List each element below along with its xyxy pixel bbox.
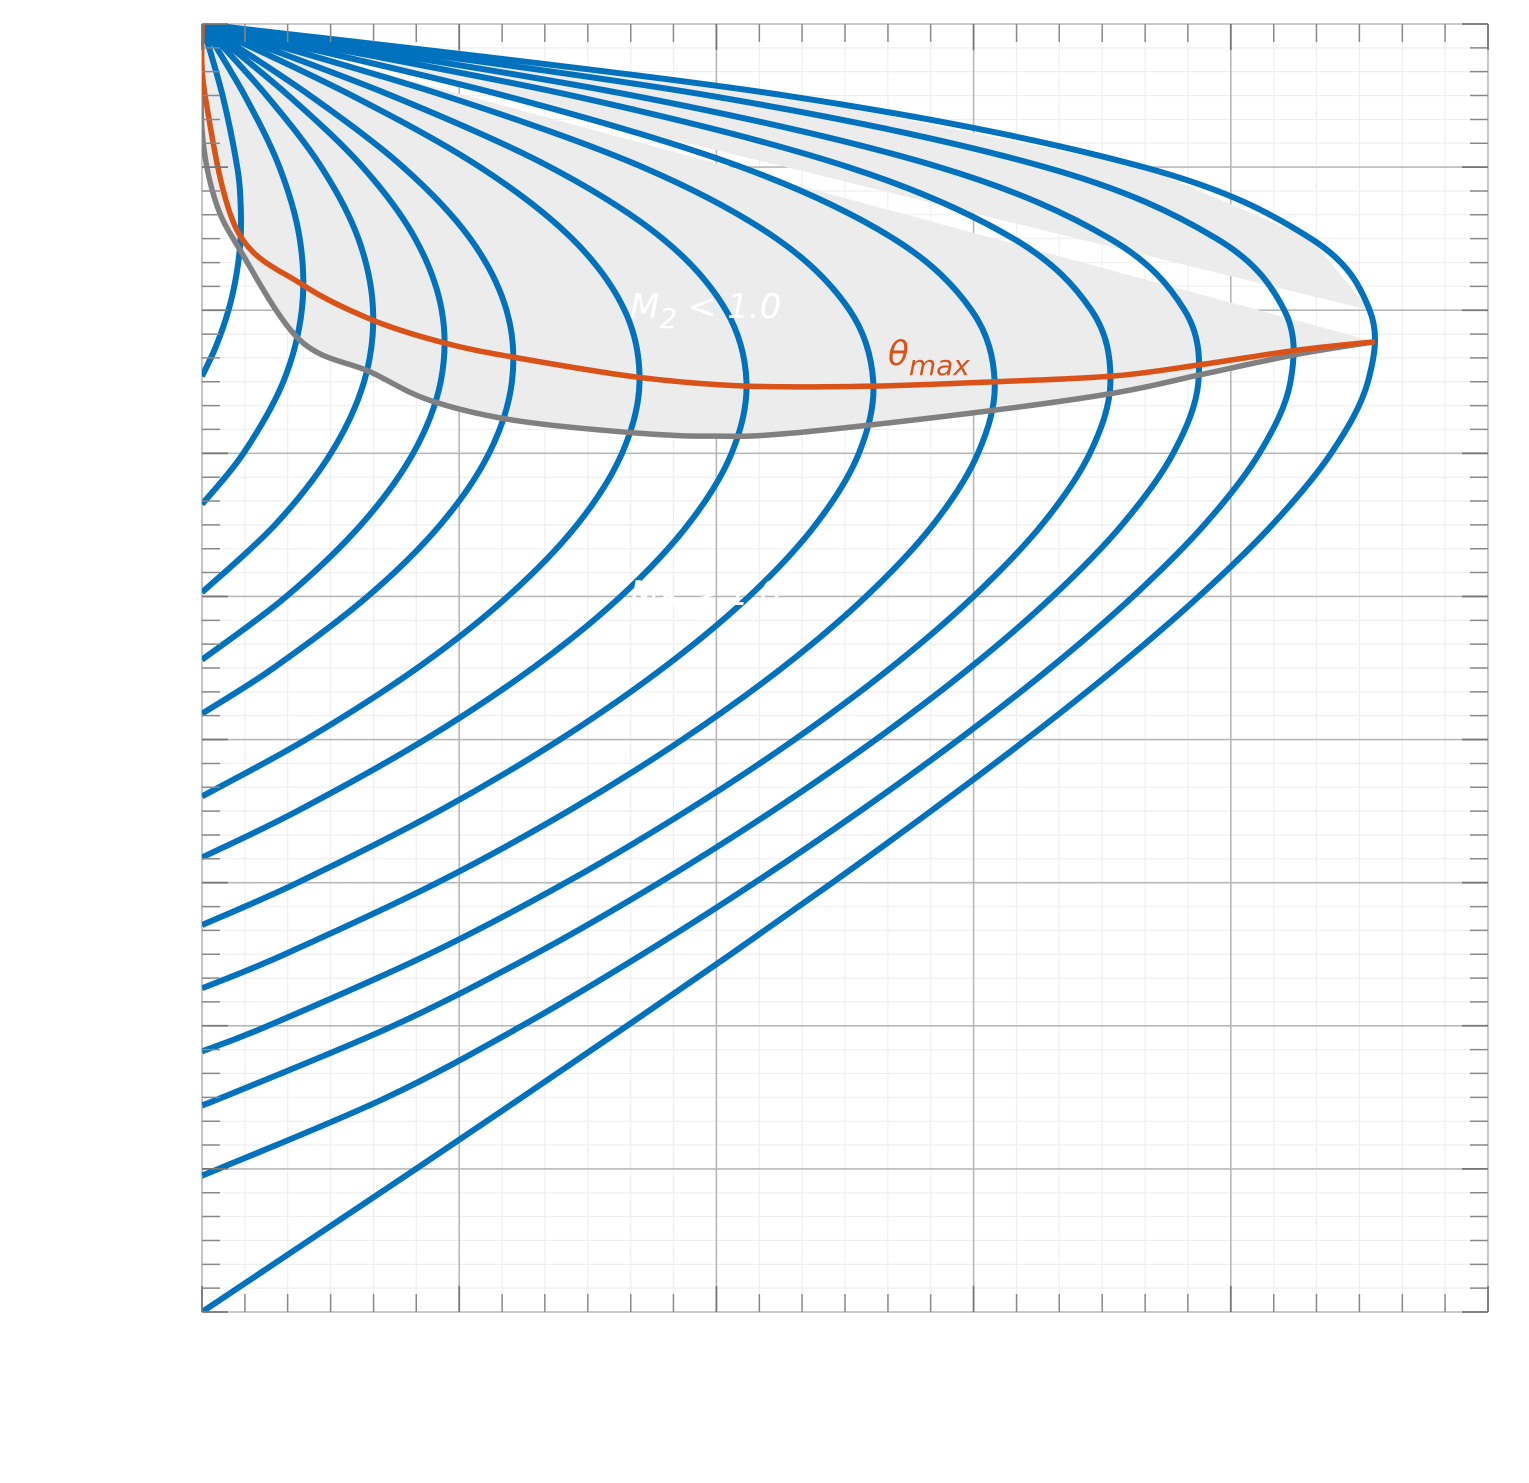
- annotation-text: θ: [888, 334, 909, 374]
- annotation-subscript: 2: [659, 589, 677, 622]
- curve: [202, 24, 1297, 1179]
- annotation-text: M: [630, 574, 659, 614]
- curve: [202, 24, 448, 663]
- annotation-text: M: [630, 287, 659, 327]
- curve: [202, 24, 1114, 1055]
- curve: [202, 24, 1203, 1109]
- annotation-subscript: 2: [659, 302, 677, 335]
- curve: [202, 24, 643, 800]
- line-layer: [202, 24, 1378, 1312]
- curve: [202, 24, 517, 717]
- curve: [202, 24, 877, 928]
- curve: [202, 24, 307, 507]
- subsonic-region: [202, 24, 1376, 437]
- ticks: [201, 23, 1489, 1313]
- fill-layer: [202, 24, 1376, 437]
- annotation-rest: > 1.0: [677, 574, 781, 614]
- annotation-rest: < 1.0: [677, 287, 781, 327]
- annotation-subscript: max: [909, 349, 970, 382]
- annotation: θmax: [888, 334, 970, 382]
- curve: [202, 24, 1378, 1312]
- annotation: M2 < 1.0: [630, 287, 781, 335]
- curve: [202, 24, 1376, 390]
- curve: [202, 24, 1376, 440]
- curve: [202, 24, 750, 861]
- annotation: M2 > 1.0: [630, 574, 781, 622]
- curve: [202, 24, 998, 992]
- curve: [202, 24, 377, 595]
